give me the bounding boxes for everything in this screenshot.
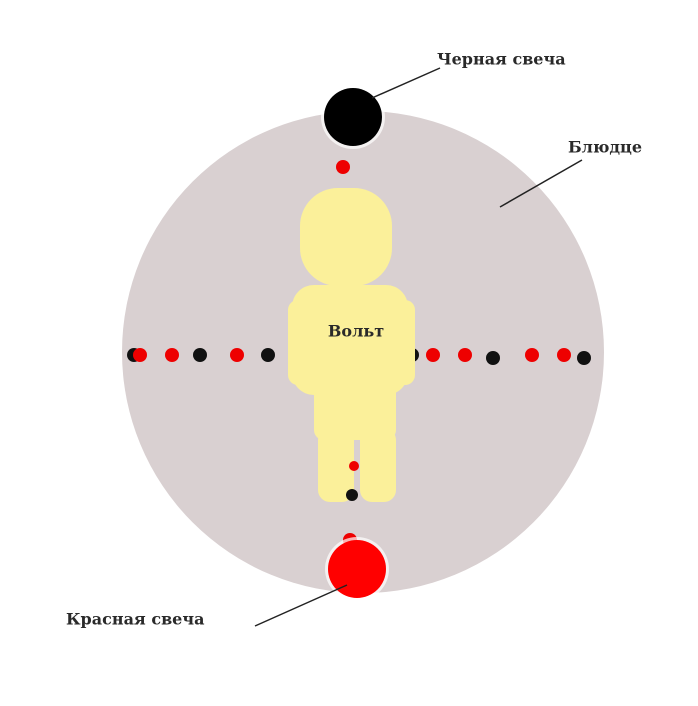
black-candle xyxy=(324,88,382,146)
pointer-line xyxy=(254,584,348,627)
pointer-line xyxy=(371,67,441,99)
person-figure xyxy=(288,188,415,502)
person-label: Вольт xyxy=(328,322,384,341)
red-candle-label: Красная свеча xyxy=(66,610,204,629)
black-candle-label: Черная свеча xyxy=(437,50,566,69)
pointer-line xyxy=(499,159,583,208)
red-candle xyxy=(328,540,386,598)
horizontal-dots xyxy=(127,348,591,365)
saucer-label: Блюдце xyxy=(568,138,642,157)
